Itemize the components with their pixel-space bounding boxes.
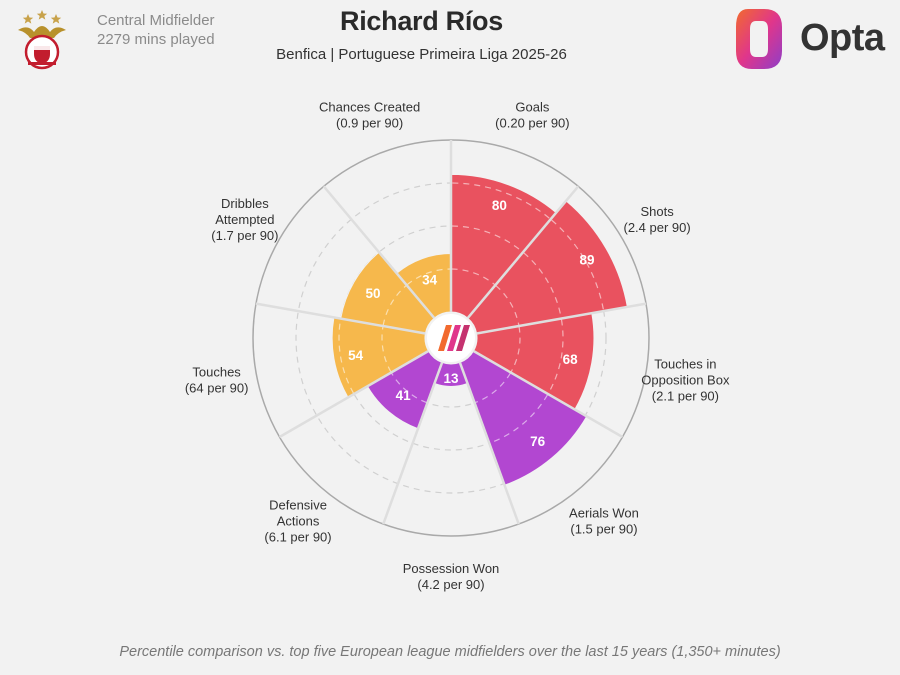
category-name: Chances Created <box>319 99 420 114</box>
chart-title: Richard Ríos <box>340 6 503 36</box>
category-rate: (0.9 per 90) <box>336 115 403 130</box>
category-name: Shots <box>640 204 674 219</box>
chart-spokes <box>255 140 647 525</box>
category-rate: (0.20 per 90) <box>495 115 569 130</box>
value-label: 80 <box>492 198 507 213</box>
bar-8 <box>395 253 452 319</box>
bar-grid-ring <box>406 268 451 286</box>
spoke <box>458 362 520 525</box>
bar-grid-ring <box>451 225 523 253</box>
category-rate: (2.4 per 90) <box>624 220 691 235</box>
category-rate: (2.1 per 90) <box>652 388 719 403</box>
value-label: 50 <box>366 286 381 301</box>
value-label: 13 <box>443 371 459 386</box>
category-name: Aerials Won <box>569 505 639 520</box>
value-label: 89 <box>580 252 595 267</box>
category-name: Possession Won <box>403 561 500 576</box>
category-name: Actions <box>277 513 320 528</box>
bar-1 <box>467 200 628 335</box>
chart-value-labels: 80 89 68 76 13 41 54 50 34 <box>348 198 594 449</box>
category-name: Defensive <box>269 497 327 512</box>
club-crest-icon <box>18 10 66 70</box>
category-name: Opposition Box <box>641 372 730 387</box>
chart-bars <box>331 173 628 486</box>
bar-grid-ring <box>452 182 550 219</box>
category-rate: (1.7 per 90) <box>211 228 278 243</box>
spoke <box>322 185 436 319</box>
bar-2 <box>472 312 595 411</box>
value-label: 76 <box>530 434 546 449</box>
category-rate: (6.1 per 90) <box>264 529 331 544</box>
chart-subtitle: Benfica | Portuguese Primeira Liga 2025-… <box>276 46 567 63</box>
spoke <box>382 362 444 525</box>
bar-grid-ring <box>381 326 392 373</box>
category-name: Dribbles <box>221 196 269 211</box>
bar-3 <box>459 350 588 486</box>
bar-grid-ring <box>510 326 521 373</box>
bar-grid-ring <box>547 319 564 394</box>
value-label: 34 <box>422 272 438 287</box>
center-logo-slash <box>456 325 470 351</box>
bar-grid-ring <box>523 252 562 318</box>
center-logo <box>427 314 475 362</box>
spoke <box>466 185 580 319</box>
chart-category-labels: Goals(0.20 per 90) Shots(2.4 per 90) Touch… <box>185 99 730 592</box>
center-logo-slash <box>438 325 452 351</box>
bar-6 <box>331 316 430 399</box>
bar-grid-ring <box>474 372 511 404</box>
bar-grid-ring <box>382 285 407 326</box>
player-position: Central Midfielder <box>97 12 215 29</box>
spoke <box>255 302 426 335</box>
bar-7 <box>340 251 435 335</box>
category-label-4: Possession Won(4.2 per 90) <box>403 561 500 592</box>
value-label: 41 <box>396 388 412 403</box>
bar-grid-ring <box>338 319 355 394</box>
footer-note: Percentile comparison vs. top five Europ… <box>119 644 781 660</box>
spoke <box>476 302 647 335</box>
category-name: Touches <box>192 364 241 379</box>
category-label-1: Shots(2.4 per 90) <box>624 204 691 235</box>
player-info: Central Midfielder 2279 mins played <box>97 11 215 49</box>
brand-name: Opta <box>800 17 885 59</box>
bar-grid-ring <box>551 219 604 310</box>
category-name: Attempted <box>215 212 274 227</box>
category-label-0: Goals(0.20 per 90) <box>495 99 569 130</box>
category-label-8: Chances Created(0.9 per 90) <box>319 99 420 130</box>
bar-grid-ring <box>495 285 520 326</box>
center-logo-slash <box>447 325 461 351</box>
value-label: 68 <box>563 352 579 367</box>
bar-grid-ring <box>391 372 428 404</box>
bar-grid-ring <box>490 394 549 444</box>
value-label: 54 <box>348 348 364 363</box>
bar-grid-ring <box>451 268 496 286</box>
category-label-3: Aerials Won(1.5 per 90) <box>569 505 639 536</box>
category-name: Touches in <box>654 356 716 371</box>
player-minutes: 2279 mins played <box>97 31 215 48</box>
category-name: Goals <box>515 99 549 114</box>
category-rate: (64 per 90) <box>185 380 249 395</box>
category-rate: (4.2 per 90) <box>417 577 484 592</box>
spoke <box>278 349 430 439</box>
category-rate: (1.5 per 90) <box>570 521 637 536</box>
spoke <box>472 349 624 439</box>
opta-logo-icon <box>736 9 782 69</box>
bar-0 <box>450 173 557 319</box>
category-label-6: Touches(64 per 90) <box>185 364 249 395</box>
